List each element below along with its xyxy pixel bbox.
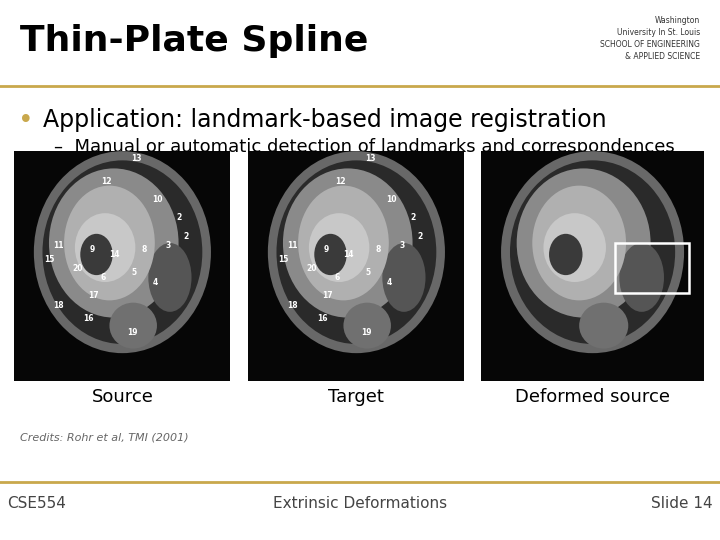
Bar <box>14 151 230 381</box>
Text: 9: 9 <box>90 246 95 254</box>
Text: 8: 8 <box>376 246 381 254</box>
Text: CSE554: CSE554 <box>7 496 66 511</box>
Text: 16: 16 <box>318 314 328 323</box>
Ellipse shape <box>517 168 651 318</box>
Ellipse shape <box>109 302 157 349</box>
Bar <box>248 151 464 381</box>
Text: Target: Target <box>328 388 384 406</box>
Ellipse shape <box>148 243 192 312</box>
Ellipse shape <box>343 302 391 349</box>
Ellipse shape <box>42 160 202 344</box>
Text: Thin-Plate Spline: Thin-Plate Spline <box>20 24 369 58</box>
Ellipse shape <box>298 186 389 300</box>
Ellipse shape <box>309 213 369 282</box>
Text: 20: 20 <box>307 264 318 273</box>
Text: 19: 19 <box>127 328 138 337</box>
Text: 6: 6 <box>335 273 340 282</box>
Text: 15: 15 <box>279 255 289 264</box>
Text: 4: 4 <box>153 278 158 287</box>
Text: 2: 2 <box>417 232 422 241</box>
Ellipse shape <box>80 234 113 275</box>
Text: 8: 8 <box>142 246 147 254</box>
Text: Slide 14: Slide 14 <box>651 496 713 511</box>
Text: 17: 17 <box>88 292 99 300</box>
Ellipse shape <box>619 243 664 312</box>
Text: 9: 9 <box>324 246 329 254</box>
Ellipse shape <box>579 302 629 349</box>
Text: Extrinsic Deformations: Extrinsic Deformations <box>273 496 447 511</box>
Text: 17: 17 <box>322 292 333 300</box>
Ellipse shape <box>49 168 179 318</box>
Text: 14: 14 <box>343 250 354 259</box>
Text: 14: 14 <box>109 250 120 259</box>
Text: 2: 2 <box>183 232 188 241</box>
Ellipse shape <box>382 243 426 312</box>
Text: •: • <box>18 108 34 134</box>
Text: 19: 19 <box>361 328 372 337</box>
Text: Application: landmark-based image registration: Application: landmark-based image regist… <box>43 108 607 132</box>
Text: 10: 10 <box>153 195 163 204</box>
Text: 4: 4 <box>387 278 392 287</box>
Bar <box>615 243 688 293</box>
Text: 13: 13 <box>365 154 376 163</box>
Text: 6: 6 <box>101 273 106 282</box>
Text: Deformed source: Deformed source <box>515 388 670 406</box>
Text: 12: 12 <box>101 177 112 186</box>
Text: 12: 12 <box>335 177 346 186</box>
Text: 2: 2 <box>410 213 415 222</box>
Text: Washington
University In St. Louis
SCHOOL OF ENGINEERING
& APPLIED SCIENCE: Washington University In St. Louis SCHOO… <box>600 16 700 60</box>
Ellipse shape <box>549 234 582 275</box>
Text: 18: 18 <box>53 301 64 309</box>
Ellipse shape <box>283 168 413 318</box>
Text: Credits: Rohr et al, TMI (2001): Credits: Rohr et al, TMI (2001) <box>20 432 189 442</box>
Text: 2: 2 <box>176 213 181 222</box>
Text: Source: Source <box>91 388 153 406</box>
Ellipse shape <box>314 234 346 275</box>
Ellipse shape <box>510 160 675 344</box>
Text: 20: 20 <box>73 264 84 273</box>
Ellipse shape <box>34 151 211 353</box>
Ellipse shape <box>544 213 606 282</box>
Text: 10: 10 <box>387 195 397 204</box>
Text: 5: 5 <box>365 268 370 278</box>
Text: 11: 11 <box>287 241 298 250</box>
Bar <box>481 151 704 381</box>
Ellipse shape <box>532 186 626 300</box>
Text: 13: 13 <box>131 154 142 163</box>
Ellipse shape <box>75 213 135 282</box>
Text: 18: 18 <box>287 301 298 309</box>
Text: 5: 5 <box>131 268 136 278</box>
Text: 15: 15 <box>45 255 55 264</box>
Ellipse shape <box>276 160 436 344</box>
Text: 11: 11 <box>53 241 64 250</box>
Text: 16: 16 <box>84 314 94 323</box>
Ellipse shape <box>64 186 155 300</box>
Text: –  Manual or automatic detection of landmarks and correspondences: – Manual or automatic detection of landm… <box>54 138 675 156</box>
Text: 3: 3 <box>166 241 171 250</box>
Ellipse shape <box>501 151 684 353</box>
Ellipse shape <box>268 151 445 353</box>
Text: 3: 3 <box>400 241 405 250</box>
